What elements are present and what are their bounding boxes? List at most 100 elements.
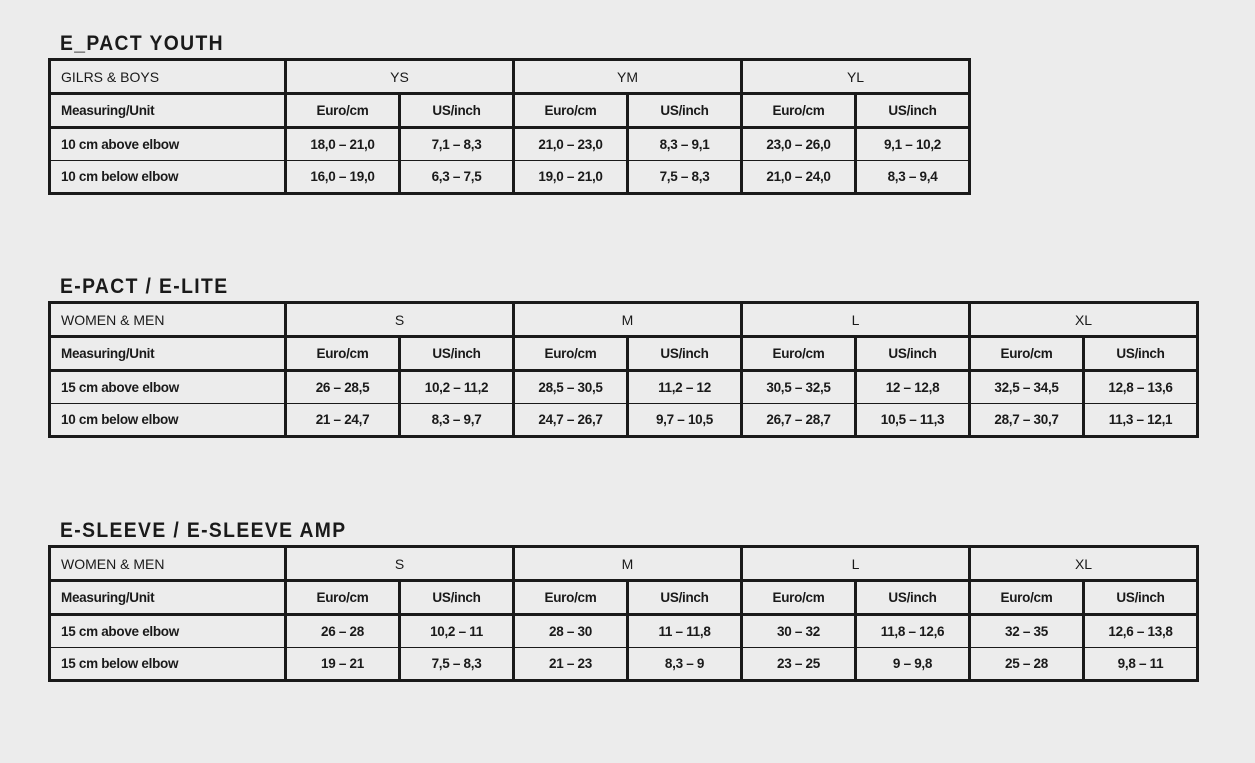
section-title: E-PACT / E-LITE bbox=[60, 275, 229, 298]
size-header: YM bbox=[512, 58, 742, 94]
unit-header: US/inch bbox=[854, 92, 970, 128]
unit-header: Euro/cm bbox=[512, 92, 628, 128]
size-header: L bbox=[740, 545, 970, 581]
size-header-row: WOMEN & MEN S M L XL bbox=[49, 301, 1198, 337]
table-row: 15 cm above elbow 26 – 28,5 10,2 – 11,2 28,… bbox=[49, 369, 1198, 404]
measure-cell: 26 – 28 bbox=[284, 613, 400, 648]
unit-header: US/inch bbox=[398, 579, 514, 615]
measure-cell: 30,5 – 32,5 bbox=[740, 369, 856, 404]
measure-cell: 8,3 – 9,7 bbox=[398, 403, 514, 437]
unit-header-row: Measuring/Unit Euro/cm US/inch Euro/cm US/in… bbox=[49, 335, 1198, 371]
size-header: M bbox=[512, 545, 742, 581]
size-header: YL bbox=[740, 58, 970, 94]
row-label: 15 cm above elbow bbox=[49, 369, 286, 404]
unit-header: US/inch bbox=[626, 579, 742, 615]
table-row: 15 cm below elbow 19 – 21 7,5 – 8,3 21 – 23… bbox=[49, 647, 1198, 681]
size-table-section: E-SLEEVE / E-SLEEVE AMP WOMEN & MEN S M L XL M… bbox=[48, 517, 1199, 682]
measure-cell: 7,5 – 8,3 bbox=[398, 647, 514, 681]
measure-cell: 7,5 – 8,3 bbox=[626, 160, 742, 194]
measure-cell: 10,5 – 11,3 bbox=[854, 403, 970, 437]
measure-cell: 8,3 – 9,4 bbox=[854, 160, 970, 194]
unit-header: Euro/cm bbox=[284, 92, 400, 128]
measure-cell: 16,0 – 19,0 bbox=[284, 160, 400, 194]
measure-cell: 9,8 – 11 bbox=[1082, 647, 1198, 681]
unit-header: US/inch bbox=[398, 335, 514, 371]
measure-cell: 28 – 30 bbox=[512, 613, 628, 648]
section-title: E_PACT YOUTH bbox=[60, 32, 224, 55]
row-label: 10 cm above elbow bbox=[49, 126, 286, 161]
unit-label: Measuring/Unit bbox=[49, 92, 286, 128]
size-table: GILRS & BOYS YS YM YL Measuring/Unit Euro/cm U… bbox=[48, 58, 971, 195]
measure-cell: 10,2 – 11,2 bbox=[398, 369, 514, 404]
measure-cell: 7,1 – 8,3 bbox=[398, 126, 514, 161]
unit-header: US/inch bbox=[398, 92, 514, 128]
table-row: 15 cm above elbow 26 – 28 10,2 – 11 28 – 30… bbox=[49, 613, 1198, 648]
group-label: WOMEN & MEN bbox=[49, 301, 286, 337]
size-table-section: E-PACT / E-LITE WOMEN & MEN S M L XL Measuring… bbox=[48, 273, 1199, 438]
measure-cell: 9 – 9,8 bbox=[854, 647, 970, 681]
measure-cell: 23 – 25 bbox=[740, 647, 856, 681]
unit-header: Euro/cm bbox=[740, 92, 856, 128]
measure-cell: 19 – 21 bbox=[284, 647, 400, 681]
row-label: 15 cm above elbow bbox=[49, 613, 286, 648]
measure-cell: 26,7 – 28,7 bbox=[740, 403, 856, 437]
measure-cell: 28,5 – 30,5 bbox=[512, 369, 628, 404]
unit-header: US/inch bbox=[1082, 579, 1198, 615]
unit-header: Euro/cm bbox=[740, 335, 856, 371]
measure-cell: 32 – 35 bbox=[968, 613, 1084, 648]
row-label: 10 cm below elbow bbox=[49, 403, 286, 437]
measure-cell: 21,0 – 23,0 bbox=[512, 126, 628, 161]
unit-header-row: Measuring/Unit Euro/cm US/inch Euro/cm US/in… bbox=[49, 579, 1198, 615]
size-header: S bbox=[284, 545, 514, 581]
unit-header: Euro/cm bbox=[284, 335, 400, 371]
unit-label: Measuring/Unit bbox=[49, 579, 286, 615]
measure-cell: 11,8 – 12,6 bbox=[854, 613, 970, 648]
size-header: XL bbox=[968, 545, 1198, 581]
measure-cell: 8,3 – 9,1 bbox=[626, 126, 742, 161]
size-header: L bbox=[740, 301, 970, 337]
row-label: 10 cm below elbow bbox=[49, 160, 286, 194]
measure-cell: 21,0 – 24,0 bbox=[740, 160, 856, 194]
measure-cell: 6,3 – 7,5 bbox=[398, 160, 514, 194]
measure-cell: 10,2 – 11 bbox=[398, 613, 514, 648]
size-header: YS bbox=[284, 58, 514, 94]
measure-cell: 26 – 28,5 bbox=[284, 369, 400, 404]
size-table: WOMEN & MEN S M L XL Measuring/Unit Euro/cm US/… bbox=[48, 301, 1199, 438]
unit-header: Euro/cm bbox=[968, 579, 1084, 615]
row-label: 15 cm below elbow bbox=[49, 647, 286, 681]
measure-cell: 9,1 – 10,2 bbox=[854, 126, 970, 161]
measure-cell: 12,8 – 13,6 bbox=[1082, 369, 1198, 404]
size-header: M bbox=[512, 301, 742, 337]
group-label: GILRS & BOYS bbox=[49, 58, 286, 94]
unit-label: Measuring/Unit bbox=[49, 335, 286, 371]
size-header: XL bbox=[968, 301, 1198, 337]
size-table-section: E_PACT YOUTH GILRS & BOYS YS YM YL Measuring/… bbox=[48, 30, 971, 195]
measure-cell: 21 – 23 bbox=[512, 647, 628, 681]
measure-cell: 32,5 – 34,5 bbox=[968, 369, 1084, 404]
size-header-row: GILRS & BOYS YS YM YL bbox=[49, 58, 970, 94]
unit-header: Euro/cm bbox=[512, 579, 628, 615]
measure-cell: 24,7 – 26,7 bbox=[512, 403, 628, 437]
section-title: E-SLEEVE / E-SLEEVE AMP bbox=[60, 519, 347, 542]
measure-cell: 11,3 – 12,1 bbox=[1082, 403, 1198, 437]
size-header: S bbox=[284, 301, 514, 337]
size-table: WOMEN & MEN S M L XL Measuring/Unit Euro/cm US/… bbox=[48, 545, 1199, 682]
measure-cell: 12,6 – 13,8 bbox=[1082, 613, 1198, 648]
unit-header: Euro/cm bbox=[968, 335, 1084, 371]
table-row: 10 cm below elbow 21 – 24,7 8,3 – 9,7 24,7 … bbox=[49, 403, 1198, 437]
measure-cell: 11 – 11,8 bbox=[626, 613, 742, 648]
unit-header: US/inch bbox=[854, 579, 970, 615]
measure-cell: 12 – 12,8 bbox=[854, 369, 970, 404]
measure-cell: 11,2 – 12 bbox=[626, 369, 742, 404]
unit-header: Euro/cm bbox=[284, 579, 400, 615]
unit-header: US/inch bbox=[626, 335, 742, 371]
table-row: 10 cm above elbow 18,0 – 21,0 7,1 – 8,3 21,… bbox=[49, 126, 970, 161]
measure-cell: 18,0 – 21,0 bbox=[284, 126, 400, 161]
unit-header: US/inch bbox=[1082, 335, 1198, 371]
unit-header: US/inch bbox=[854, 335, 970, 371]
measure-cell: 8,3 – 9 bbox=[626, 647, 742, 681]
unit-header: Euro/cm bbox=[512, 335, 628, 371]
table-row: 10 cm below elbow 16,0 – 19,0 6,3 – 7,5 19,… bbox=[49, 160, 970, 194]
measure-cell: 9,7 – 10,5 bbox=[626, 403, 742, 437]
size-header-row: WOMEN & MEN S M L XL bbox=[49, 545, 1198, 581]
